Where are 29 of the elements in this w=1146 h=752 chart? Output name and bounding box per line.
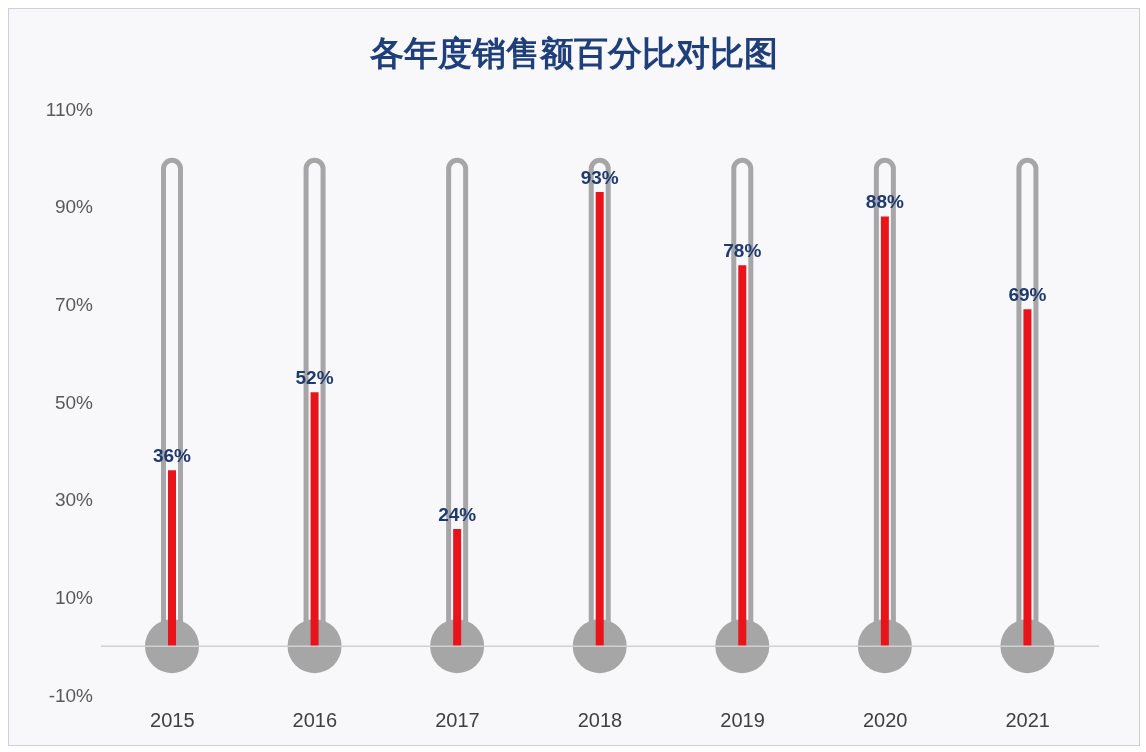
y-tick-label: 70% — [54, 294, 94, 316]
bar — [1023, 309, 1032, 647]
data-label: 36% — [152, 445, 192, 467]
bar — [453, 528, 462, 647]
data-label: 93% — [580, 167, 619, 189]
x-tick-label: 2020 — [862, 709, 908, 732]
bar — [880, 216, 889, 647]
y-tick-label: 10% — [54, 587, 94, 609]
x-tick-label: 2016 — [292, 709, 338, 732]
data-label: 69% — [1008, 284, 1047, 306]
y-tick-label: -10% — [48, 684, 94, 706]
x-tick-label: 2017 — [435, 709, 480, 732]
x-tick-label: 2021 — [1005, 709, 1050, 732]
y-tick-label: 30% — [54, 489, 94, 511]
y-tick-label: 90% — [54, 196, 94, 218]
data-label: 24% — [438, 503, 477, 525]
y-tick-label: 110% — [45, 98, 94, 120]
bar — [168, 470, 176, 647]
y-tick-label: 50% — [54, 391, 94, 413]
bar — [310, 392, 319, 647]
x-tick-label: 2015 — [150, 709, 195, 732]
data-label: 52% — [295, 367, 334, 389]
data-label: 88% — [865, 191, 904, 213]
x-tick-label: 2019 — [720, 709, 765, 732]
data-label: 78% — [723, 240, 762, 262]
bar — [595, 192, 604, 647]
bar — [738, 265, 747, 647]
chart-title: 各年度销售额百分比对比图 — [369, 33, 779, 74]
x-tick-label: 2018 — [577, 709, 623, 732]
